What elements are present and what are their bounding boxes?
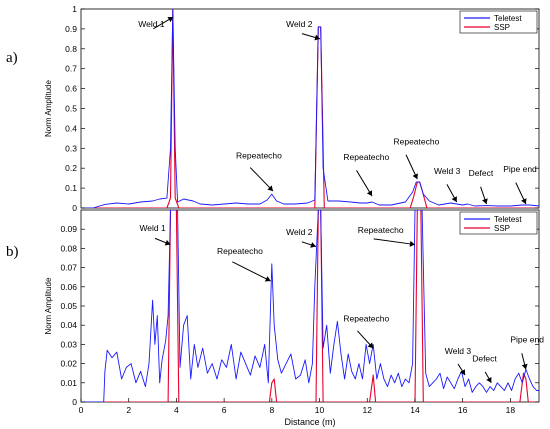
chart-panel-b: 0 0.01 0.02 0.03 0.04 0.05 0.06 0.07 0.08 0.09 0 2…	[44, 209, 544, 427]
annotation-label: Repeatecho	[343, 313, 389, 323]
y-tick-label: 0.09	[60, 224, 77, 234]
series-line-teletest	[81, 210, 539, 402]
annotation-arrowhead	[264, 276, 271, 282]
annotation-label: Weld 1	[138, 19, 165, 29]
annotation-arrowhead	[521, 363, 528, 370]
annotation-arrowhead	[367, 342, 374, 349]
y-axis-label-a: Norm Amplitude	[44, 80, 53, 137]
annotation-label: Repeatecho	[343, 152, 389, 162]
annotation-arrow	[232, 261, 271, 282]
annotation-label: Weld 3	[445, 346, 472, 356]
y-tick-label: 0.6	[65, 84, 77, 94]
annotation-arrowhead	[366, 190, 373, 197]
series-line-ssp	[81, 210, 539, 402]
annotation-label: Repeatecho	[393, 136, 439, 146]
y-tick-label: 0.2	[65, 163, 77, 173]
plot-area-a	[80, 8, 540, 209]
annotation-arrow	[373, 238, 416, 246]
legend-label: SSP	[494, 224, 510, 233]
y-axis-label-b: Norm Amplitude	[44, 277, 53, 334]
annotation-arrowhead	[310, 242, 316, 248]
series-teletest-a	[81, 9, 539, 208]
y-tick-label: 0.05	[60, 301, 77, 311]
annotation-label: Pipe end	[510, 334, 544, 344]
legend-label: Teletest	[494, 14, 522, 23]
y-tick-label: 0.03	[60, 339, 77, 349]
y-tick-label: 0.5	[65, 104, 77, 114]
annotation-arrow	[356, 170, 373, 197]
y-tick-label: 1	[72, 4, 77, 14]
annotations-a: Weld 1 Weld 2 Repeatecho Repeatecho Repeatec…	[138, 16, 537, 205]
chart-panel-a: 00.10.20.30.40.50.60.70.80.91 Weld 1 Weld…	[44, 4, 540, 213]
x-tick-label: 2	[126, 405, 131, 415]
y-tick-label: 0.3	[65, 143, 77, 153]
annotation-arrowhead	[314, 34, 321, 41]
y-tick-label: 0.01	[60, 378, 77, 388]
legend-label: Teletest	[494, 215, 522, 224]
x-tick-label: 14	[410, 405, 420, 415]
annotation-arrowhead	[167, 16, 174, 23]
plot-area-b	[80, 209, 540, 403]
x-axis-label-b: Distance (m)	[284, 417, 335, 427]
x-tick-label: 6	[222, 405, 227, 415]
x-tick-label: 0	[79, 405, 84, 415]
y-tick-label: 0.4	[65, 123, 77, 133]
panel-label-a: a)	[6, 50, 18, 66]
legend-label: SSP	[494, 23, 510, 32]
annotation-label: Repeatecho	[358, 225, 404, 235]
annotation-label: Weld 2	[286, 19, 313, 29]
y-tick-label: 0	[72, 397, 77, 407]
y-axis-a: 0 0.1 0.2 0.3 0.4 0.5 0.6 0.7 0.8 0.9 1	[65, 4, 539, 213]
x-tick-label: 4	[174, 405, 179, 415]
y-tick-label: 0.8	[65, 44, 77, 54]
y-tick-label: 0.7	[65, 64, 77, 74]
annotation-label: Defect	[469, 168, 494, 178]
y-tick-label: 0	[72, 203, 77, 213]
annotation-label: Weld 3	[434, 166, 461, 176]
y-axis-b: 0 0.01 0.02 0.03 0.04 0.05 0.06 0.07 0.08 0.09	[60, 224, 539, 407]
annotations-b: Weld 1 Weld 2 Repeatecho Repeatecho Repeatec…	[139, 223, 544, 384]
y-tick-label: 0.02	[60, 359, 77, 369]
x-axis-b: 0 2 4 6 8 10 12 14 16 18	[79, 398, 516, 415]
annotation-label: Weld 2	[286, 227, 313, 237]
x-tick-label: 12	[363, 405, 373, 415]
x-tick-label: 18	[506, 405, 516, 415]
x-tick-label: 8	[269, 405, 274, 415]
y-tick-label: 0.06	[60, 282, 77, 292]
y-tick-label: 0.08	[60, 243, 77, 253]
y-tick-label: 0.1	[65, 183, 77, 193]
annotation-arrowhead	[486, 376, 492, 383]
annotation-arrowhead	[412, 173, 418, 180]
annotation-label: Pipe end	[503, 164, 537, 174]
series-line-teletest	[81, 9, 539, 208]
annotation-arrowhead	[459, 369, 466, 376]
annotation-arrowhead	[164, 239, 171, 246]
series-teletest-b	[81, 210, 539, 402]
series-ssp-b	[81, 210, 539, 402]
x-tick-label: 10	[315, 405, 325, 415]
annotation-arrow	[249, 167, 274, 192]
annotation-label: Defect	[472, 354, 497, 364]
annotation-arrowhead	[521, 198, 527, 205]
y-tick-label: 0.9	[65, 24, 77, 34]
y-tick-label: 0.07	[60, 263, 77, 273]
annotation-label: Weld 1	[139, 223, 166, 233]
x-tick-label: 16	[458, 405, 468, 415]
annotation-arrowhead	[451, 196, 457, 203]
annotation-arrowhead	[482, 198, 488, 205]
annotation-arrowhead	[409, 240, 415, 247]
annotation-arrowhead	[267, 185, 274, 192]
y-tick-label: 0.04	[60, 320, 77, 330]
annotation-label: Repeatecho	[217, 246, 263, 256]
panel-label-b: b)	[6, 244, 19, 260]
annotation-label: Repeatecho	[236, 150, 282, 160]
